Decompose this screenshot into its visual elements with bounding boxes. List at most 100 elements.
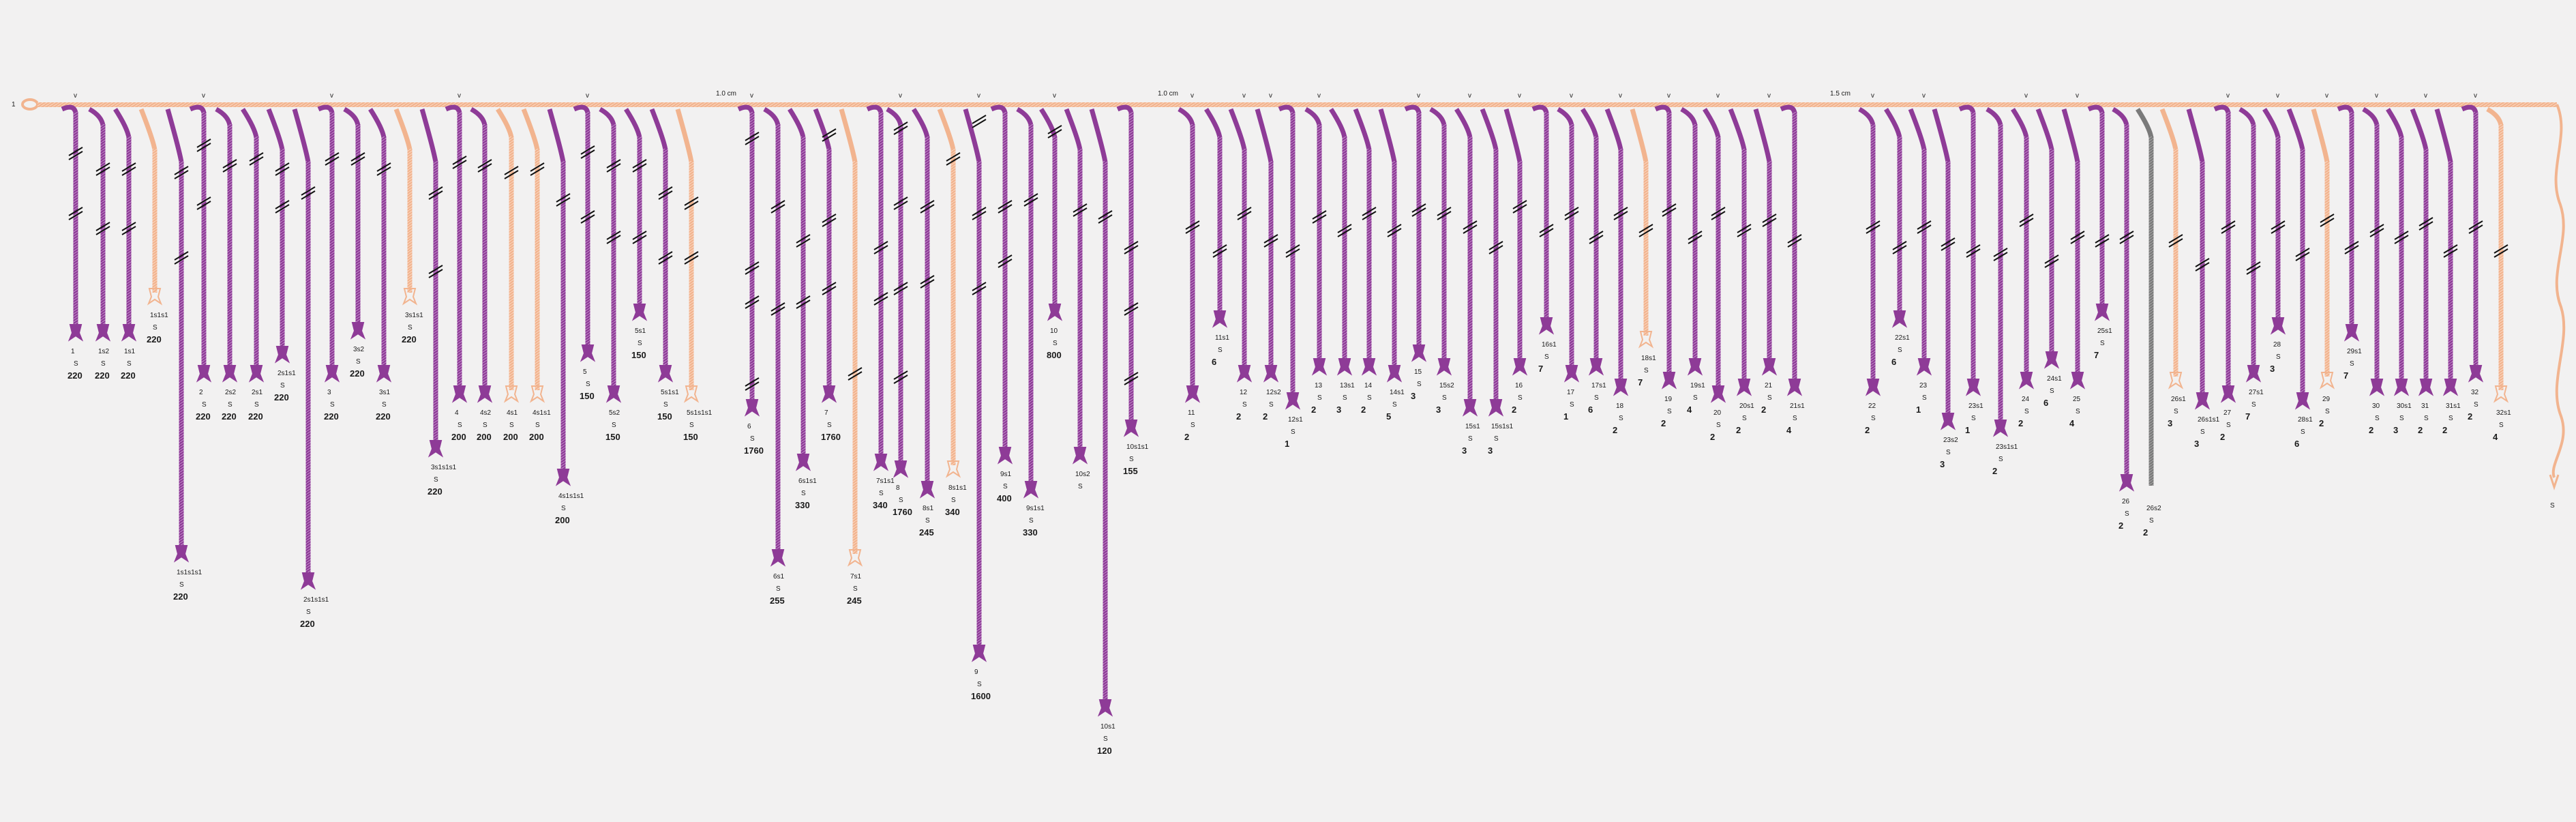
- cord-arch: [675, 108, 694, 163]
- cord-tassel: [1123, 420, 1139, 437]
- pendant-label: 23 S1: [1916, 382, 1928, 415]
- knot-mark: [2468, 220, 2483, 230]
- cord-arch: [573, 104, 590, 114]
- pendant-marker: v: [1190, 92, 1194, 100]
- cord-body: [1971, 112, 1976, 383]
- cord-body: [407, 149, 413, 293]
- pendant-label: 1s2 S 220: [95, 348, 110, 381]
- pendant-cord: [2035, 108, 2060, 369]
- pendant-cord: [1480, 108, 1504, 417]
- knot-mark: [95, 222, 110, 231]
- cord-arch: [138, 108, 158, 151]
- cord-tassel: [847, 549, 863, 567]
- ply-type: S: [228, 401, 233, 409]
- cord-id: 4s1s1s1: [558, 493, 584, 500]
- pendant-cord: [2238, 106, 2262, 383]
- knot-mark: [1185, 220, 1200, 230]
- cord-tassel: [2393, 379, 2410, 396]
- cord-tassel: [631, 304, 648, 321]
- knot-mark: [606, 163, 621, 173]
- pendant-cord: [419, 108, 444, 458]
- cord-tassel: [1023, 481, 1039, 499]
- cord-tassel: [121, 324, 137, 342]
- cord-tassel: [555, 469, 571, 486]
- ply-type: S: [1103, 735, 1108, 743]
- ply-type: S: [2448, 415, 2453, 422]
- ply-type: S: [1291, 428, 1296, 436]
- pendant-cord: [2159, 108, 2184, 390]
- pendant-label: 30 S2: [2369, 402, 2380, 435]
- pendant-label: 6s1 S 255: [770, 573, 785, 606]
- pendant-label: 12s1 S1: [1285, 416, 1303, 449]
- cord-tassel: [1097, 699, 1113, 717]
- cord-value: 7: [2245, 411, 2250, 422]
- cord-value: 220: [324, 411, 339, 422]
- pendant-cord: [2311, 108, 2335, 390]
- cord-value: 220: [428, 486, 443, 497]
- ply-type: S: [1946, 449, 1951, 456]
- pendant-label: 2s1s1s1 S 220: [300, 596, 329, 629]
- cord-arch: [2238, 106, 2256, 126]
- knot-mark: [121, 226, 136, 235]
- cord-body: [775, 124, 781, 554]
- pendant-label: 20 S2: [1710, 409, 1722, 442]
- knot-mark: [249, 152, 264, 162]
- knot-mark: [1387, 224, 1402, 233]
- cord-value: 6: [2043, 398, 2048, 408]
- cord-arch: [1986, 106, 2003, 126]
- pendant-label: 32s1 S4: [2493, 409, 2511, 442]
- knot-mark: [770, 204, 785, 214]
- ply-type: S: [74, 360, 78, 368]
- cord-value: 6: [1212, 357, 1216, 367]
- cord-body: [1416, 112, 1422, 349]
- pendant-cord: [813, 108, 837, 403]
- cord-arch: [470, 106, 488, 126]
- cord-id: 27: [2223, 409, 2232, 417]
- cord-value: 2: [1512, 405, 1516, 415]
- pendant-cord: [1503, 108, 1528, 376]
- pendant-marker: v: [1619, 92, 1622, 100]
- pendant-cord: [61, 104, 84, 342]
- knot-mark: [1941, 237, 1956, 247]
- cord-body: [2300, 149, 2305, 397]
- cord-body: [1870, 124, 1876, 383]
- pendant-label: 3s1 S 220: [376, 389, 391, 422]
- cord-id: 17: [1567, 389, 1575, 396]
- pendant-cord: [1378, 108, 1403, 383]
- cord-value: 3: [1462, 445, 1467, 456]
- cord-id: 20s1: [1739, 402, 1754, 410]
- cord-body: [826, 149, 832, 390]
- knot-mark: [822, 214, 837, 223]
- cord-arch: [368, 108, 387, 138]
- cord-tassel: [770, 549, 786, 567]
- pendant-cord: [1531, 104, 1555, 335]
- cord-tassel: [1236, 365, 1253, 383]
- cord-id: 7s1: [850, 573, 862, 581]
- knot-mark: [1892, 245, 1907, 254]
- cord-body: [1242, 149, 1247, 370]
- cord-tassel: [2270, 317, 2286, 335]
- knot-mark: [972, 207, 987, 216]
- pendant-cord: [2337, 104, 2360, 342]
- knot-mark: [893, 282, 908, 291]
- knot-mark: [998, 204, 1013, 214]
- cord-body: [2349, 112, 2354, 329]
- knot-mark: [1638, 224, 1653, 233]
- ply-type: S: [434, 476, 438, 484]
- cord-tassel: [477, 385, 493, 403]
- cord-body: [126, 136, 132, 329]
- cord-tassel: [2468, 365, 2484, 383]
- pendant-cord: [599, 106, 622, 403]
- cord-arch: [241, 108, 259, 138]
- knot-mark: [2344, 245, 2359, 254]
- pendant-cord: [624, 108, 648, 321]
- ply-type: S: [1594, 394, 1599, 402]
- knot-mark: [196, 201, 211, 210]
- pendant-cord: [1228, 108, 1253, 383]
- ply-type: S: [280, 382, 285, 390]
- knot-mark: [1539, 224, 1554, 233]
- pendant-label: 32 S2: [2468, 389, 2479, 422]
- cord-body: [1392, 161, 1397, 370]
- cord-id: 25s1: [2097, 327, 2112, 335]
